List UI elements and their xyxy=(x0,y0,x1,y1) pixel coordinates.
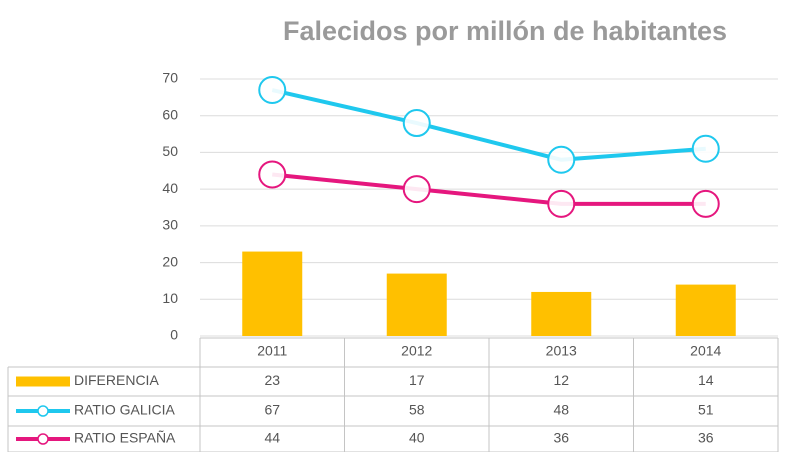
y-tick-label: 30 xyxy=(162,217,178,233)
y-tick-label: 60 xyxy=(162,106,178,122)
table-value: 36 xyxy=(698,430,714,446)
table-value: 40 xyxy=(409,430,425,446)
bar xyxy=(242,251,303,336)
table-value: 36 xyxy=(553,430,569,446)
marker xyxy=(691,189,720,218)
legend-key xyxy=(37,405,49,417)
marker xyxy=(547,189,576,218)
table-value: 44 xyxy=(264,430,280,446)
x-tick-label: 2011 xyxy=(257,343,287,359)
marker xyxy=(402,109,431,138)
bar xyxy=(675,284,736,336)
table-value: 51 xyxy=(698,402,714,418)
marker xyxy=(691,134,720,163)
table-value: 12 xyxy=(553,372,569,388)
y-tick-label: 40 xyxy=(162,180,178,196)
marker xyxy=(402,175,431,204)
table-value: 58 xyxy=(409,402,425,418)
marker xyxy=(547,145,576,174)
x-tick-label: 2014 xyxy=(690,343,721,359)
table-value: 23 xyxy=(264,372,280,388)
chart-title: Falecidos por millón de habitantes xyxy=(283,16,727,46)
marker xyxy=(258,76,287,105)
x-tick-label: 2012 xyxy=(401,343,432,359)
legend-label: RATIO GALICIA xyxy=(74,402,176,418)
legend-key xyxy=(37,433,49,445)
x-tick-label: 2013 xyxy=(546,343,577,359)
table-value: 14 xyxy=(698,372,714,388)
legend-key xyxy=(16,376,70,387)
line xyxy=(272,172,706,206)
table-value: 67 xyxy=(264,402,280,418)
table-value: 48 xyxy=(553,402,569,418)
legend-label: RATIO ESPAÑA xyxy=(74,430,176,446)
y-tick-label: 0 xyxy=(170,327,178,343)
bar xyxy=(531,291,592,336)
table-value: 17 xyxy=(409,372,425,388)
y-tick-label: 50 xyxy=(162,143,178,159)
legend-label: DIFERENCIA xyxy=(74,372,159,388)
y-tick-label: 10 xyxy=(162,290,178,306)
y-tick-label: 20 xyxy=(162,253,178,269)
bar xyxy=(386,273,447,336)
y-tick-label: 70 xyxy=(162,70,178,86)
line xyxy=(271,88,706,162)
marker xyxy=(258,160,287,189)
